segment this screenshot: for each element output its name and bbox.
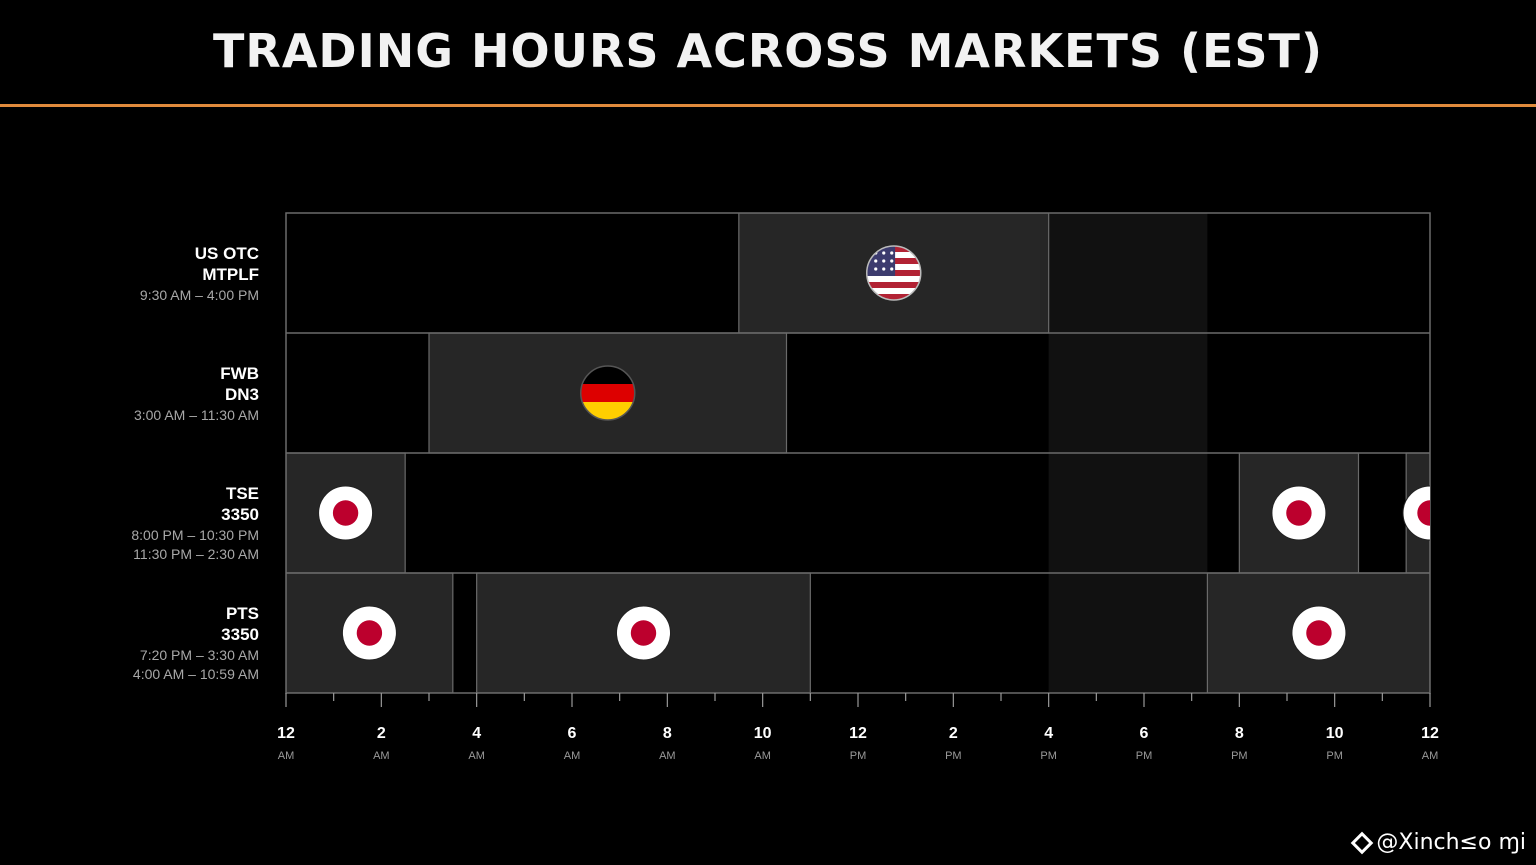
exchange-label: TSE xyxy=(226,484,259,503)
hours-label: 7:20 PM – 3:30 AM xyxy=(140,647,259,663)
tick-period-label: PM xyxy=(850,750,867,762)
tick-label: 10 xyxy=(754,725,772,742)
japan-flag-icon xyxy=(1402,485,1430,541)
tick-period-label: AM xyxy=(278,750,295,762)
tick-label: 4 xyxy=(472,725,481,742)
watermark: @Xinch≤o ɱi xyxy=(1351,830,1526,855)
tick-period-label: AM xyxy=(659,750,676,762)
page-title: TRADING HOURS ACROSS MARKETS (EST) xyxy=(213,24,1323,78)
tick-period-label: AM xyxy=(468,750,485,762)
watermark-text: @Xinch≤o ɱi xyxy=(1376,830,1526,855)
tick-label: 6 xyxy=(568,725,577,742)
tick-period-label: AM xyxy=(373,750,390,762)
symbol-label: 3350 xyxy=(221,505,259,524)
japan-flag-icon xyxy=(318,485,374,541)
japan-flag-icon xyxy=(1271,485,1327,541)
tick-label: 10 xyxy=(1326,725,1344,742)
tick-period-label: PM xyxy=(945,750,962,762)
hours-label: 11:30 PM – 2:30 AM xyxy=(133,546,259,562)
hours-label: 8:00 PM – 10:30 PM xyxy=(131,527,259,543)
hours-label: 9:30 AM – 4:00 PM xyxy=(140,287,259,303)
tick-label: 2 xyxy=(949,725,958,742)
japan-flag-icon xyxy=(1291,605,1347,661)
tick-label: 12 xyxy=(1421,725,1439,742)
tick-period-label: AM xyxy=(564,750,581,762)
tick-label: 6 xyxy=(1140,725,1149,742)
tick-label: 8 xyxy=(1235,725,1244,742)
tick-label: 4 xyxy=(1044,725,1053,742)
tick-label: 12 xyxy=(277,725,295,742)
symbol-label: MTPLF xyxy=(202,265,259,284)
tick-label: 12 xyxy=(849,725,867,742)
germany-flag-icon xyxy=(580,365,636,421)
tick-period-label: PM xyxy=(1326,750,1343,762)
exchange-label: US OTC xyxy=(195,244,259,263)
tick-label: 8 xyxy=(663,725,672,742)
symbol-label: DN3 xyxy=(225,385,259,404)
tick-period-label: AM xyxy=(1422,750,1439,762)
japan-flag-icon xyxy=(616,605,671,661)
exchange-label: FWB xyxy=(220,364,259,383)
diamond-logo-icon xyxy=(1351,831,1374,854)
tick-period-label: PM xyxy=(1040,750,1057,762)
tick-period-label: PM xyxy=(1136,750,1153,762)
exchange-label: PTS xyxy=(226,604,259,623)
title-divider xyxy=(0,104,1536,107)
us-flag-icon xyxy=(866,245,922,301)
tick-period-label: PM xyxy=(1231,750,1248,762)
hours-label: 4:00 AM – 10:59 AM xyxy=(133,666,259,682)
tick-period-label: AM xyxy=(754,750,771,762)
symbol-label: 3350 xyxy=(221,625,259,644)
japan-flag-icon xyxy=(341,605,397,661)
tick-label: 2 xyxy=(377,725,386,742)
hours-label: 3:00 AM – 11:30 AM xyxy=(134,407,259,423)
